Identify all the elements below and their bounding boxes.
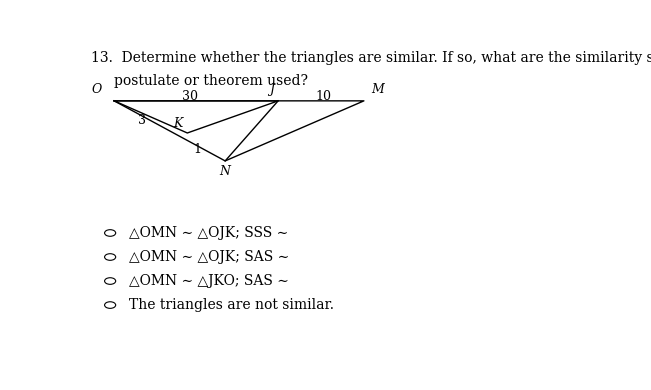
Text: 30: 30 [182, 90, 198, 103]
Text: postulate or theorem used?: postulate or theorem used? [114, 74, 308, 88]
Text: 1: 1 [193, 143, 201, 156]
Text: △OMN ∼ △JKO; SAS ∼: △OMN ∼ △JKO; SAS ∼ [130, 274, 289, 288]
Text: △OMN ∼ △OJK; SAS ∼: △OMN ∼ △OJK; SAS ∼ [130, 250, 290, 264]
Text: N: N [219, 165, 230, 178]
Text: 10: 10 [316, 90, 331, 103]
Text: △OMN ∼ △OJK; SSS ∼: △OMN ∼ △OJK; SSS ∼ [130, 226, 288, 240]
Text: 13.  Determine whether the triangles are similar. If so, what are the similarity: 13. Determine whether the triangles are … [91, 51, 651, 65]
Text: M: M [372, 83, 384, 96]
Text: J: J [269, 83, 274, 96]
Text: O: O [91, 83, 102, 96]
Text: 3: 3 [138, 114, 146, 127]
Text: K: K [173, 117, 182, 130]
Text: The triangles are not similar.: The triangles are not similar. [130, 298, 335, 312]
